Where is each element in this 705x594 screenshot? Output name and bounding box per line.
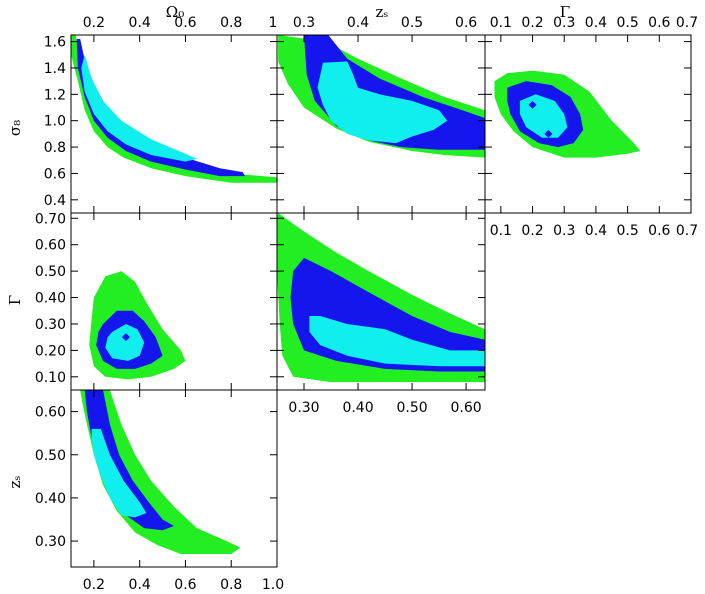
panel-gamma-sigma8 <box>494 70 641 158</box>
xtick-label: 0.6 <box>648 15 670 31</box>
contour-inner-omega0-zs <box>91 428 147 518</box>
xtick-label: 0.7 <box>676 15 698 31</box>
xtick-label: 1 <box>269 15 278 31</box>
top-xlabel-gamma: Γ <box>560 3 570 21</box>
ytick-label: 0.40 <box>35 491 66 507</box>
xtick-label: 0.2 <box>83 577 105 593</box>
xtick-label: 0.5 <box>616 223 638 239</box>
xtick-label: 0.2 <box>521 223 543 239</box>
xtick-label: 0.8 <box>220 15 242 31</box>
xtick-label: 0.3 <box>553 15 575 31</box>
xtick-label: 0.6 <box>174 15 196 31</box>
contour-inner-omega0-gamma <box>105 324 145 361</box>
left-ylabel-sigma8: σ₈ <box>6 120 24 136</box>
ytick-label: 1.0 <box>44 114 66 130</box>
contour-inner-zs-gamma <box>309 316 485 367</box>
ytick-label: 0.60 <box>35 405 66 421</box>
xtick-label: 0.2 <box>83 15 105 31</box>
xtick-label: 0.5 <box>401 15 423 31</box>
panel-zs-sigma8 <box>278 35 485 158</box>
xtick-label: 0.40 <box>342 400 373 416</box>
xtick-label: 1.0 <box>262 577 284 593</box>
xtick-label: 0.4 <box>129 577 151 593</box>
xtick-label: 0.4 <box>585 15 607 31</box>
xtick-label: 0.6 <box>648 223 670 239</box>
xtick-label: 0.6 <box>455 15 477 31</box>
xtick-label: 0.2 <box>521 15 543 31</box>
ytick-label: 0.50 <box>35 448 66 464</box>
ytick-label: 0.4 <box>44 193 66 209</box>
peak-marker-omega0-gamma-0 <box>121 333 130 342</box>
ytick-label: 0.50 <box>35 264 66 280</box>
xtick-label: 0.8 <box>220 577 242 593</box>
xtick-label: 0.3 <box>293 15 315 31</box>
xtick-label: 0.30 <box>288 400 319 416</box>
xtick-label: 0.5 <box>616 15 638 31</box>
contour-inner-zs-sigma8 <box>317 61 448 144</box>
ytick-label: 0.30 <box>35 317 66 333</box>
xtick-label: 0.7 <box>676 223 698 239</box>
ytick-label: 0.10 <box>35 370 66 386</box>
panel-omega0-gamma <box>89 271 186 380</box>
peak-marker-gamma-sigma8-0 <box>528 100 537 109</box>
top-xlabel-omega0: Ω₀ <box>166 3 184 21</box>
peak-marker-gamma-sigma8-1 <box>544 129 553 138</box>
panel-frame-zs-gamma <box>276 212 486 391</box>
ytick-label: 1.4 <box>44 61 66 77</box>
xtick-label: 0.3 <box>553 223 575 239</box>
ytick-label: 0.40 <box>35 291 66 307</box>
panel-omega0-zs <box>80 390 241 554</box>
xtick-label: 0.4 <box>347 15 369 31</box>
panel-frame-gamma-sigma8 <box>484 34 692 214</box>
contour-middle-omega0-sigma8 <box>76 39 245 177</box>
panel-zs-gamma <box>277 213 485 383</box>
xtick-label: 0.6 <box>174 577 196 593</box>
xtick-label: 0.1 <box>490 15 512 31</box>
contour-middle-omega0-zs <box>84 390 174 531</box>
ytick-label: 0.30 <box>35 534 66 550</box>
left-ylabel-gamma: Γ <box>6 295 24 305</box>
xtick-label: 0.4 <box>585 223 607 239</box>
panel-frame-omega0-zs <box>70 389 278 568</box>
xtick-label: 0.4 <box>129 15 151 31</box>
xtick-label: 0.1 <box>490 223 512 239</box>
xtick-label: 0.60 <box>451 400 482 416</box>
xtick-label: 0.50 <box>396 400 427 416</box>
top-xlabel-zs: zₛ <box>376 3 389 21</box>
ytick-label: 1.2 <box>44 87 66 103</box>
left-ylabel-zs: zₛ <box>6 476 24 489</box>
ytick-label: 0.8 <box>44 140 66 156</box>
ytick-label: 0.6 <box>44 166 66 182</box>
panel-omega0-sigma8 <box>71 35 277 183</box>
ytick-label: 1.6 <box>44 35 66 51</box>
ytick-label: 0.60 <box>35 238 66 254</box>
ytick-label: 0.70 <box>35 211 66 227</box>
contour-inner-omega0-sigma8 <box>81 54 197 162</box>
ytick-label: 0.20 <box>35 343 66 359</box>
